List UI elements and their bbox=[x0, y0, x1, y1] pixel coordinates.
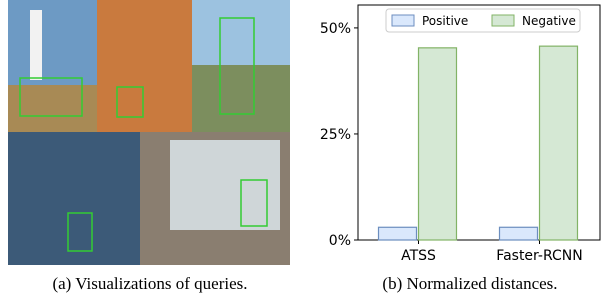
y-tick-label: 50% bbox=[320, 21, 351, 37]
caption: (a) Visualizations of queries. bbox=[52, 274, 247, 293]
bar bbox=[540, 46, 578, 240]
legend-swatch bbox=[492, 15, 514, 26]
y-tick-label: 0% bbox=[329, 233, 351, 249]
query-visualizations bbox=[8, 0, 290, 265]
photo bbox=[97, 0, 192, 132]
photo bbox=[170, 140, 280, 230]
x-tick-label: Faster-RCNN bbox=[496, 248, 582, 264]
bar bbox=[419, 48, 457, 240]
bar bbox=[379, 227, 417, 240]
x-tick-label: ATSS bbox=[401, 248, 436, 264]
y-tick-label: 25% bbox=[320, 127, 351, 143]
photo bbox=[8, 85, 97, 132]
legend-label: Positive bbox=[422, 14, 468, 28]
legend-label: Negative bbox=[522, 14, 576, 28]
photo bbox=[8, 132, 140, 265]
photo bbox=[30, 10, 42, 80]
bar bbox=[500, 227, 538, 240]
caption: (b) Normalized distances. bbox=[382, 274, 557, 293]
figure: (a) Visualizations of queries. (b) Norma… bbox=[0, 0, 602, 298]
legend-swatch bbox=[392, 15, 414, 26]
photo bbox=[192, 0, 290, 65]
